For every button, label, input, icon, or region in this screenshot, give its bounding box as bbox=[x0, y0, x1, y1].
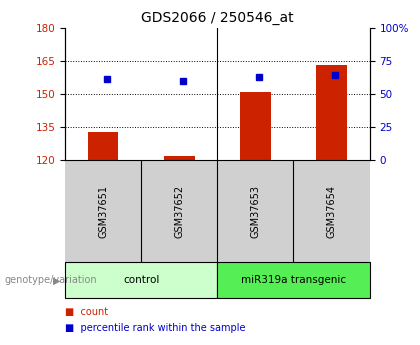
Bar bbox=[65, 262, 218, 298]
Text: GSM37651: GSM37651 bbox=[98, 185, 108, 238]
Text: ■  count: ■ count bbox=[65, 307, 108, 317]
Bar bbox=[240, 92, 270, 160]
Text: control: control bbox=[123, 275, 160, 285]
Text: GSM37652: GSM37652 bbox=[174, 185, 184, 238]
Title: GDS2066 / 250546_at: GDS2066 / 250546_at bbox=[141, 11, 294, 25]
Bar bbox=[164, 156, 194, 160]
Text: genotype/variation: genotype/variation bbox=[4, 275, 97, 285]
Bar bbox=[88, 132, 118, 160]
Bar bbox=[218, 262, 370, 298]
Text: GSM37653: GSM37653 bbox=[250, 185, 260, 238]
Text: ▶: ▶ bbox=[53, 275, 61, 285]
Text: ■  percentile rank within the sample: ■ percentile rank within the sample bbox=[65, 323, 246, 333]
Text: GSM37654: GSM37654 bbox=[326, 185, 336, 238]
Bar bbox=[316, 65, 347, 160]
Text: miR319a transgenic: miR319a transgenic bbox=[241, 275, 346, 285]
